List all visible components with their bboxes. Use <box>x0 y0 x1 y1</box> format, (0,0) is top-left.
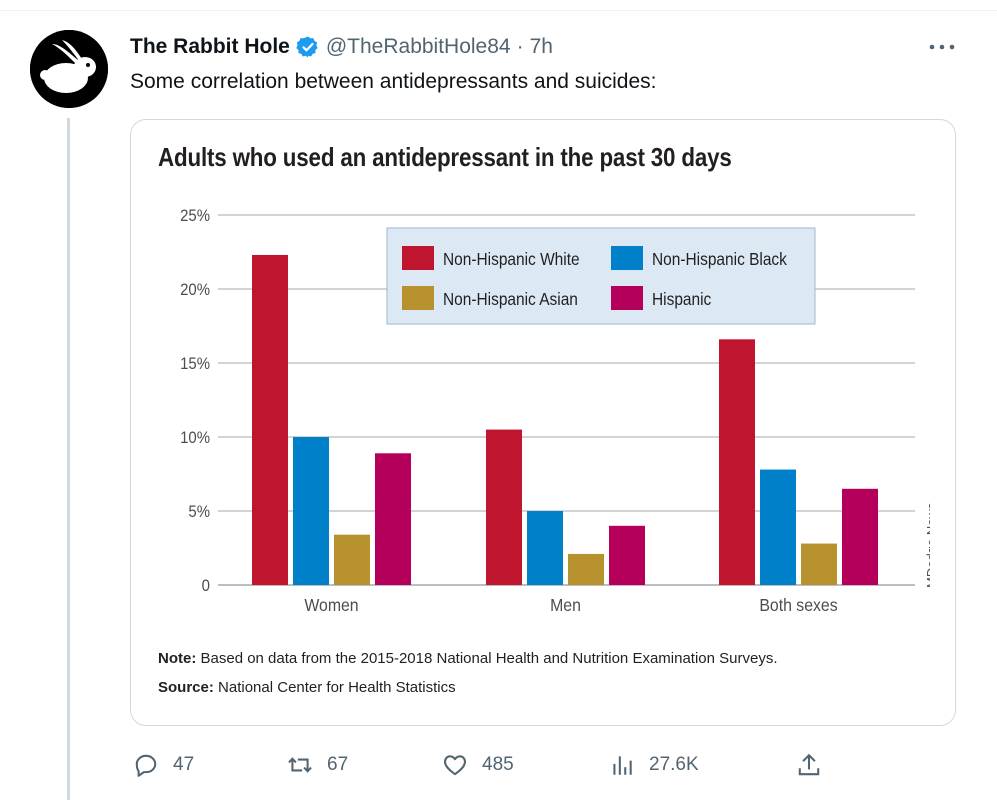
legend-swatch <box>402 246 434 270</box>
source-text: National Center for Health Statistics <box>218 679 456 696</box>
y-tick-label: 25% <box>180 207 210 225</box>
separator-dot: · <box>516 35 524 58</box>
views-button[interactable]: 27.6K <box>609 745 699 785</box>
share-icon <box>798 753 820 776</box>
x-category-label: Men <box>550 595 581 615</box>
bar <box>527 511 563 585</box>
author-handle[interactable]: @TheRabbitHole84 <box>325 35 511 58</box>
bar <box>252 254 288 585</box>
y-tick-label: 10% <box>180 429 210 447</box>
note-label: Note: <box>158 650 197 667</box>
bar <box>375 453 411 585</box>
legend-label: Hispanic <box>652 289 711 309</box>
x-category-label: Both sexes <box>759 595 837 615</box>
chart-note: Note: Based on data from the 2015-2018 N… <box>158 650 778 667</box>
watermark: MDedge News <box>924 502 930 588</box>
legend-swatch <box>611 286 643 310</box>
x-category-label: Women <box>304 595 358 615</box>
legend-swatch <box>402 286 434 310</box>
timestamp[interactable]: 7h <box>529 35 553 58</box>
tweet-header: The Rabbit Hole @TheRabbitHole84 · 7h <box>130 34 553 60</box>
bar <box>568 553 604 585</box>
thread-line <box>67 118 70 800</box>
y-tick-label: 5% <box>188 503 210 521</box>
rabbit-logo-icon <box>30 30 108 108</box>
share-button[interactable] <box>796 745 836 785</box>
chart-source: Source: National Center for Health Stati… <box>158 679 456 696</box>
note-text: Based on data from the 2015-2018 Nationa… <box>200 650 778 667</box>
bar <box>609 525 645 585</box>
bar <box>801 543 837 585</box>
reply-icon <box>135 754 157 777</box>
like-icon <box>444 755 466 776</box>
bar <box>719 339 755 585</box>
top-divider <box>0 10 997 11</box>
views-icon <box>613 756 632 775</box>
author-name[interactable]: The Rabbit Hole <box>130 35 290 58</box>
bar-chart: 0 5% 10% 15% 20% 25% Women Men Both sexes Non-His… <box>180 207 930 615</box>
legend-label: Non-Hispanic White <box>443 249 580 269</box>
like-count: 485 <box>482 754 514 775</box>
views-count: 27.6K <box>649 754 699 775</box>
action-bar: 47 67 485 27.6K <box>0 745 997 785</box>
legend-swatch <box>611 246 643 270</box>
y-tick-label: 20% <box>180 281 210 299</box>
repost-count: 67 <box>327 754 349 775</box>
verified-badge-icon[interactable] <box>296 35 320 59</box>
reply-count: 47 <box>173 754 195 775</box>
legend-label: Non-Hispanic Black <box>652 249 787 269</box>
bar <box>760 469 796 585</box>
chart-title: Adults who used an antidepressant in the… <box>158 142 732 172</box>
y-tick-label: 15% <box>180 355 210 373</box>
source-label: Source: <box>158 679 214 696</box>
bar <box>842 488 878 585</box>
tweet-text: Some correlation between antidepressants… <box>130 70 657 93</box>
repost-button[interactable]: 67 <box>287 745 348 785</box>
repost-icon <box>288 757 312 773</box>
reply-button[interactable]: 47 <box>133 745 194 785</box>
bar <box>486 429 522 585</box>
legend-label: Non-Hispanic Asian <box>443 289 578 309</box>
y-tick-label: 0 <box>202 577 210 595</box>
bar <box>293 437 329 585</box>
like-button[interactable]: 485 <box>442 745 514 785</box>
legend-box <box>386 227 816 325</box>
bar <box>334 534 370 585</box>
more-icon[interactable] <box>927 38 957 56</box>
avatar[interactable] <box>30 30 108 108</box>
